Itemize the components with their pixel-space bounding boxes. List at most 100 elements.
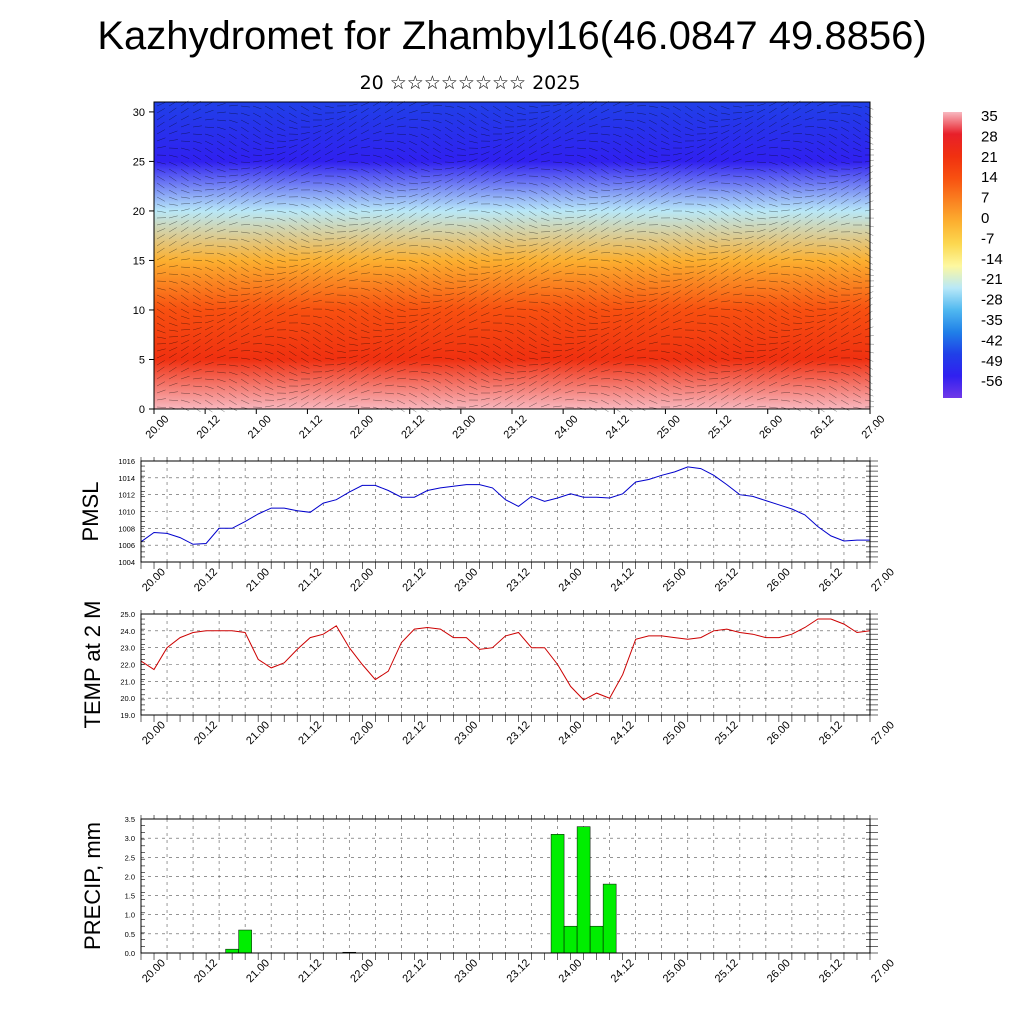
grid-lines: [140, 460, 871, 563]
y-tick-label: 23.0: [120, 644, 135, 653]
colorbar-label: -21: [981, 271, 1003, 288]
y-tick-label: 1004: [118, 558, 135, 567]
y-tick-label: 0.0: [125, 949, 135, 958]
y-tick-label: 1016: [118, 457, 135, 466]
x-tick-label: 24.12: [604, 413, 632, 441]
wind-barb-row: [156, 128, 873, 140]
x-tick-label: 25.00: [661, 957, 689, 985]
colorbar-label: -7: [981, 230, 994, 247]
wind-barb-row: [156, 240, 873, 252]
wind-barb-row: [156, 324, 874, 336]
wind-barb-row: [156, 394, 874, 406]
y-tick-label: 1008: [118, 524, 135, 533]
wind-barb-row: [156, 247, 873, 259]
precip-bar: [550, 834, 565, 954]
y-tick-label: 3.0: [125, 834, 135, 843]
wind-barb-row: [156, 373, 873, 385]
y-tick-label: 0.5: [125, 930, 135, 939]
y-tick-label: 25.0: [120, 610, 135, 619]
x-tick-label: 25.12: [706, 413, 734, 441]
x-tick-label: 24.00: [557, 566, 585, 594]
x-tick-label: 27.00: [869, 957, 897, 985]
x-tick-label: 25.12: [713, 957, 741, 985]
x-tick-label: 20.12: [192, 566, 220, 594]
colorbar-label: -49: [981, 353, 1003, 370]
colorbar-label: 7: [981, 190, 989, 207]
wind-barb-row: [156, 107, 873, 119]
x-tick-label: 24.00: [557, 719, 585, 747]
x-tick-label: 23.12: [504, 719, 532, 747]
x-tick-label: 20.12: [192, 957, 220, 985]
colorbar-label: -14: [981, 251, 1003, 268]
x-tick-label: 22.00: [348, 566, 376, 594]
wind-barb-row: [156, 149, 874, 161]
colorbar-label: 21: [981, 149, 998, 166]
y-tick-label: 2.5: [125, 853, 135, 862]
wind-barb-row: [156, 198, 874, 210]
pmsl-panel: 1004 1006 1008 1010 1012 1014 1016 20.00 20.12 21…: [78, 457, 897, 594]
colorbar-label: 0: [981, 210, 989, 227]
wind-barb-row: [156, 268, 874, 280]
x-tick-label: 20.12: [192, 719, 220, 747]
wind-barb-row: [156, 261, 874, 273]
wind-barb-row: [156, 219, 874, 231]
colorbar-label: -28: [981, 292, 1003, 309]
heatmap-fill: [154, 102, 870, 409]
wind-barb-row: [156, 184, 873, 196]
wind-barb-row: [156, 352, 874, 364]
x-tick-label: 22.00: [348, 413, 376, 441]
colorbar-label: 14: [981, 169, 998, 186]
precip-bar: [563, 925, 578, 954]
x-tick-label: 26.00: [765, 566, 793, 594]
x-tick-label: 25.00: [655, 413, 683, 441]
x-tick-label: 21.12: [296, 719, 324, 747]
y-tick-label: 0: [139, 404, 145, 416]
y-tick-label: 24.0: [120, 627, 135, 636]
wind-barb-row: [156, 156, 874, 168]
wind-barb-row: [156, 177, 873, 189]
colorbar-label: 28: [981, 128, 998, 145]
x-tick-label: 21.12: [297, 413, 325, 441]
x-tick-label: 26.12: [817, 957, 845, 985]
x-tick-label: 21.00: [244, 566, 272, 594]
x-tick-label: 21.00: [246, 413, 274, 441]
x-tick-label: 25.12: [713, 566, 741, 594]
x-tick-label: 21.12: [296, 957, 324, 985]
grid-lines: [140, 613, 871, 716]
x-tick-label: 25.00: [661, 719, 689, 747]
wind-barb-row: [156, 359, 873, 371]
colorbar-fill: [943, 112, 962, 398]
wind-barb-row: [156, 163, 874, 175]
y-tick-label: 1.0: [125, 911, 135, 920]
y-tick-label: 1006: [118, 541, 135, 550]
chart-title: Kazhydromet for Zhambyl16(46.0847 49.885…: [97, 14, 927, 58]
y-tick-label: 5: [139, 354, 145, 366]
x-tick-label: 26.00: [757, 413, 785, 441]
colorbar-label: 35: [981, 108, 998, 125]
y-tick-label: 1012: [118, 491, 135, 500]
colorbar-label: -35: [981, 312, 1003, 329]
wind-barb-row: [156, 289, 874, 301]
x-tick-label: 26.00: [765, 719, 793, 747]
x-tick-label: 23.00: [452, 957, 480, 985]
y-tick-label: 2.0: [125, 872, 135, 881]
wind-barb-row: [156, 296, 873, 308]
wind-barb-row: [156, 380, 874, 392]
y-tick-label: 21.0: [120, 677, 135, 686]
colorbar-label: -56: [981, 373, 1003, 390]
y-tick-label: 15: [133, 255, 145, 267]
wind-barb-row: [156, 135, 874, 147]
wind-barb-row: [156, 114, 873, 126]
colorbar-label: -42: [981, 332, 1003, 349]
x-tick-label: 24.12: [609, 566, 637, 594]
x-tick-label: 27.00: [869, 566, 897, 594]
minor-ticks: [140, 610, 878, 722]
x-tick-label: 22.12: [399, 413, 427, 441]
y-tick-label: 1014: [118, 474, 135, 483]
wind-barb-row: [156, 345, 874, 357]
wind-barb-row: [156, 387, 874, 399]
x-tick-label: 23.12: [504, 566, 532, 594]
x-tick-label: 20.00: [140, 957, 168, 985]
wind-barb-row: [156, 317, 874, 329]
